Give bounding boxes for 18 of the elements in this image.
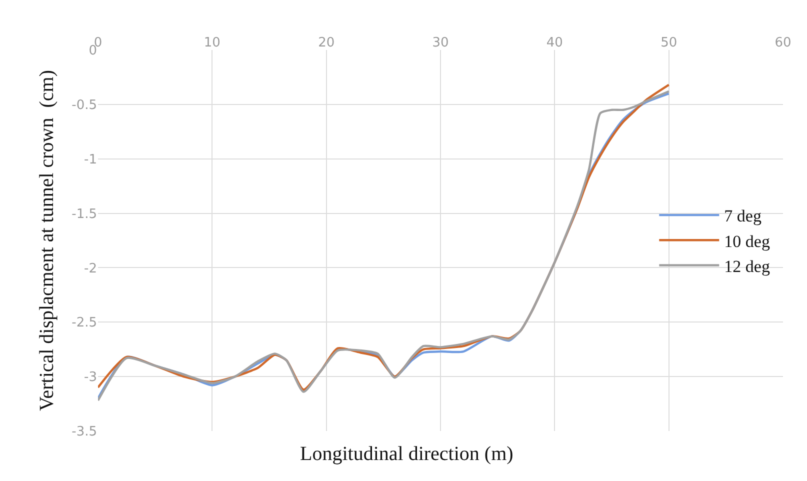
y-tick-label: -0.5 (72, 98, 97, 113)
x-tick-label: 40 (546, 35, 563, 50)
x-tick-label: 50 (660, 35, 678, 50)
legend-label: 7 deg (724, 206, 762, 226)
y-tick-label: -1 (84, 152, 97, 168)
x-tick-label: 20 (318, 35, 335, 50)
x-tick-label: 10 (204, 35, 220, 50)
x-tick-label: 30 (432, 35, 449, 50)
y-tick-label: -1.5 (72, 206, 97, 222)
x-axis-title: Longitudinal direction (m) (300, 443, 514, 465)
legend-label: 12 deg (724, 256, 770, 276)
y-tick-label: -3.5 (72, 424, 97, 440)
y-axis-title: Vertical displacment at tunnel crown (cm) (36, 70, 58, 411)
y-tick-label: -2 (84, 261, 97, 276)
legend-label: 10 deg (724, 232, 770, 251)
y-tick-label: -3 (84, 370, 97, 386)
x-tick-label: 60 (774, 35, 792, 50)
y-tick-label: -2.5 (72, 316, 97, 331)
